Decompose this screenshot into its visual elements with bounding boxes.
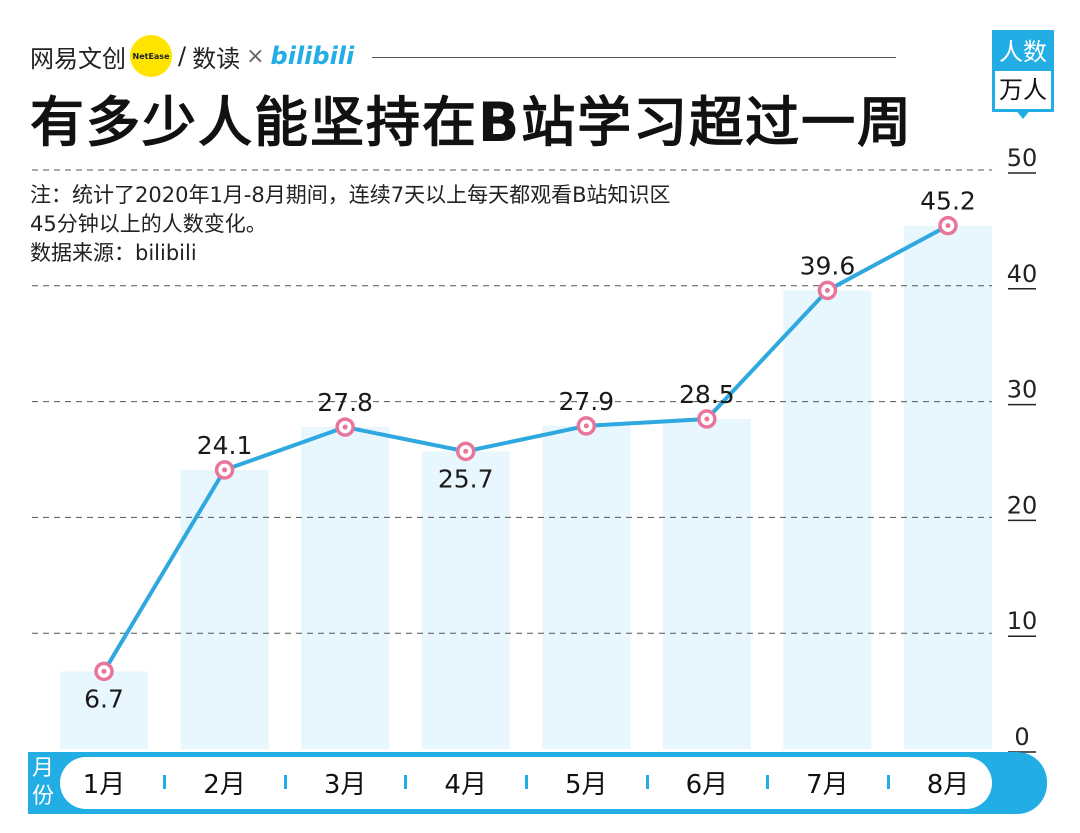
data-label-4: 25.7: [438, 464, 494, 493]
data-label-5: 27.9: [558, 387, 614, 416]
x-tick-separator: [283, 775, 287, 789]
brand-header: 网易文创 NetEase / 数读 × bilibili: [30, 35, 355, 77]
bar-2: [180, 469, 269, 749]
point-dot-2: [222, 467, 228, 473]
data-label-3: 27.8: [317, 388, 373, 417]
point-dot-8: [945, 223, 951, 229]
note-line-1: 注：统计了2020年1月-8月期间，连续7天以上每天都观看B站知识区: [30, 183, 671, 207]
x-tick-separator: [886, 775, 890, 789]
x-tick-8: 8月: [926, 770, 970, 800]
data-label-2: 24.1: [197, 431, 253, 460]
header-divider: [372, 57, 896, 58]
unit-pointer-icon: [1015, 109, 1031, 119]
x-tick-1: 1月: [82, 770, 126, 800]
point-dot-4: [463, 448, 469, 454]
chart-note: 注：统计了2020年1月-8月期间，连续7天以上每天都观看B站知识区 45分钟以…: [30, 181, 671, 268]
y-tick-10: 10: [1007, 607, 1038, 635]
x-tick-2: 2月: [203, 770, 246, 800]
x-tick-separator: [525, 775, 528, 789]
y-unit-line-1: 人数: [995, 33, 1051, 71]
y-tick-30: 30: [1007, 376, 1038, 404]
point-dot-6: [704, 416, 710, 422]
data-label-1: 6.7: [84, 684, 124, 713]
bar-7: [783, 290, 872, 749]
x-tick-separator: [645, 775, 649, 789]
data-label-6: 28.5: [679, 380, 735, 409]
y-tick-0: 0: [1014, 723, 1029, 751]
point-dot-7: [824, 287, 830, 293]
data-source: 数据来源：bilibili: [30, 241, 197, 265]
x-tick-separator: [404, 775, 408, 789]
bilibili-logo: bilibili: [270, 42, 355, 70]
x-tick-separator: [766, 775, 770, 789]
data-label-8: 45.2: [920, 187, 976, 216]
y-tick-40: 40: [1007, 260, 1038, 288]
x-tick-3: 3月: [323, 770, 367, 800]
data-label-7: 39.6: [800, 251, 856, 280]
netease-badge-logo: NetEase: [130, 35, 172, 77]
series-line: [102, 223, 949, 673]
bar-8: [904, 225, 992, 750]
point-dot-3: [342, 424, 348, 430]
brand-slash: /: [178, 42, 187, 70]
bar-5: [542, 425, 631, 749]
bar-1: [60, 671, 148, 749]
bar-4: [421, 451, 510, 749]
chart-title: 有多少人能坚持在B站学习超过一周: [30, 91, 914, 154]
bar-6: [662, 418, 751, 749]
point-dot-5: [583, 423, 589, 429]
bar-3: [301, 427, 390, 749]
y-tick-50: 50: [1007, 144, 1038, 172]
x-axis-title: 月份: [31, 756, 54, 809]
x-tick-5: 5月: [565, 770, 608, 800]
x-tick-7: 7月: [806, 770, 849, 800]
x-tick-6: 6月: [685, 770, 729, 800]
x-tick-separator: [163, 775, 167, 789]
cross-icon: ×: [246, 43, 265, 69]
y-tick-20: 20: [1007, 491, 1038, 519]
y-unit-line-2: 万人: [999, 76, 1047, 104]
note-line-2: 45分钟以上的人数变化。: [30, 212, 267, 236]
shudu-logo: 数读: [192, 44, 241, 73]
point-dot-1: [101, 668, 107, 674]
netease-wenchuang-logo: 网易文创: [30, 44, 126, 73]
x-tick-4: 4月: [444, 770, 487, 800]
